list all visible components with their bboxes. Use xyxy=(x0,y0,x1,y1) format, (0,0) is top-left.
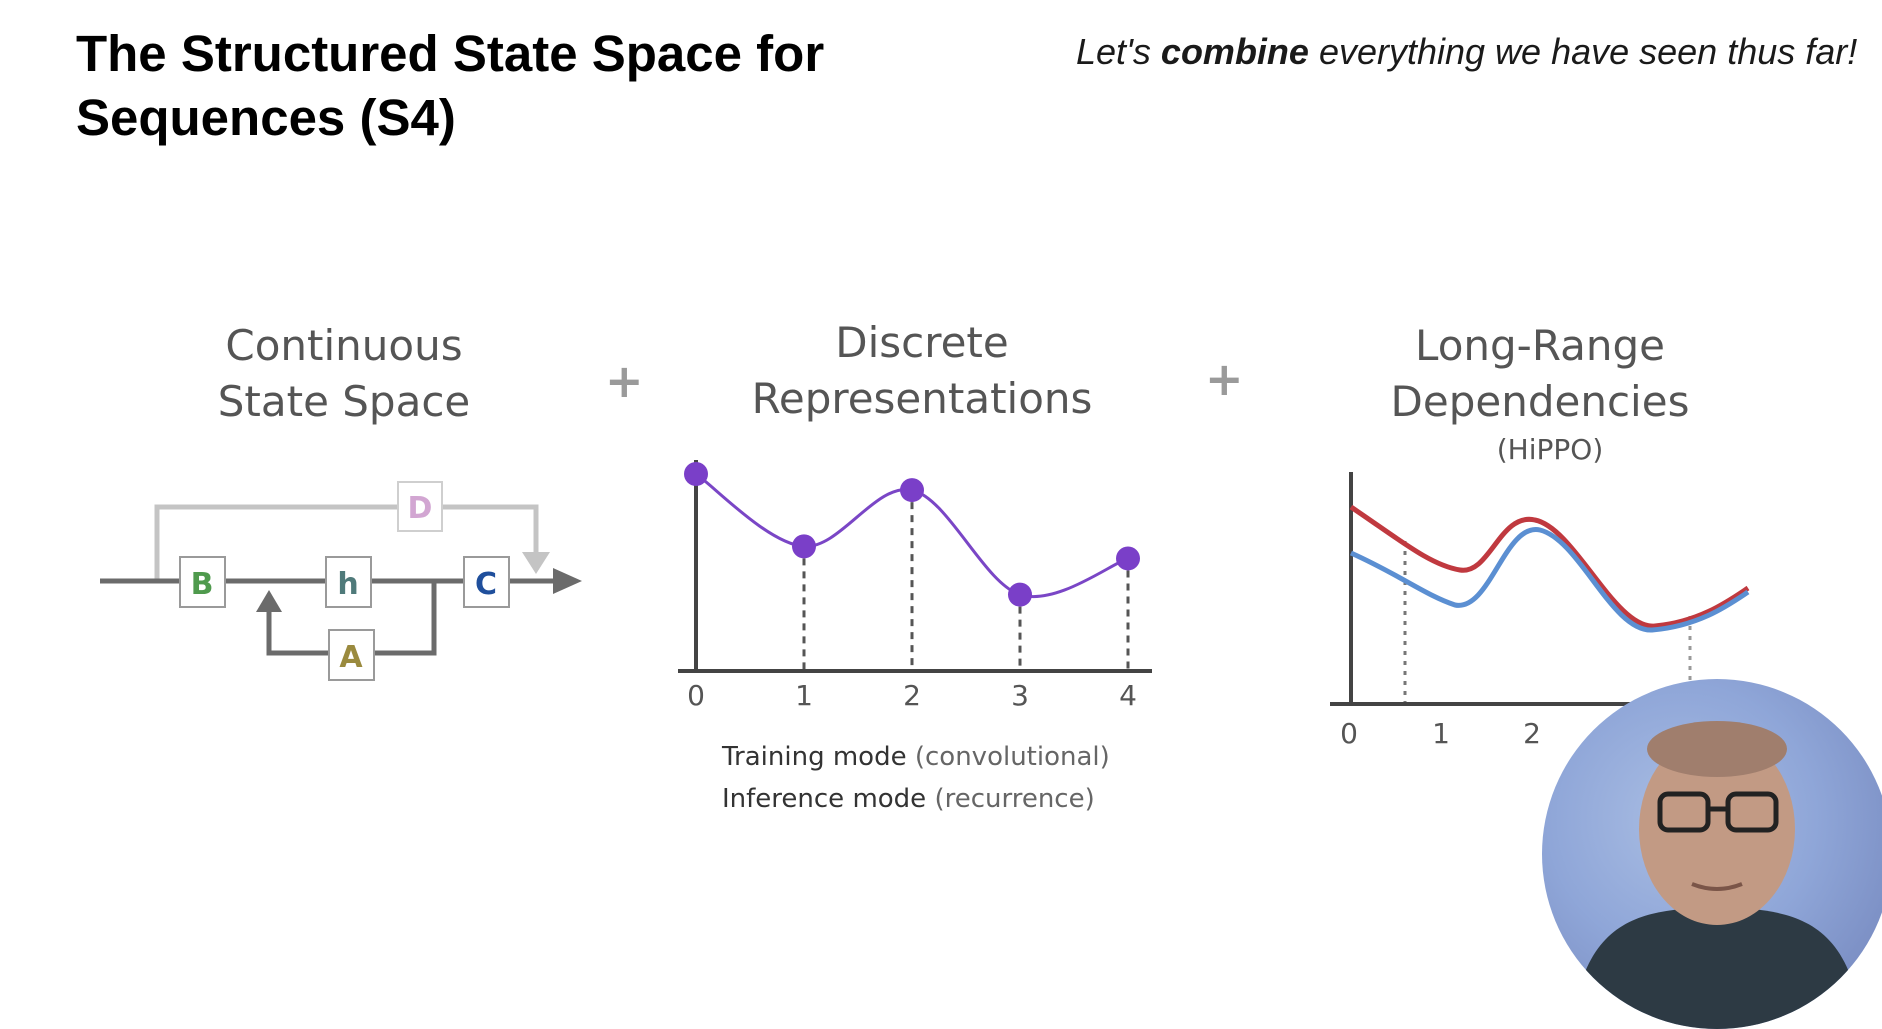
subtitle-emphasis: combine xyxy=(1160,31,1309,72)
training-mode-line: Training mode (convolutional) xyxy=(722,742,1110,772)
discrete-tick-label: 2 xyxy=(903,679,921,712)
discrete-data-point xyxy=(900,478,924,503)
block-c: C xyxy=(463,556,510,608)
plus-sign: + xyxy=(1205,352,1244,406)
block-a-label: A xyxy=(339,640,363,675)
heading-discrete-representations: Discrete Representations xyxy=(722,315,1122,427)
subtitle-suffix: everything we have seen thus far! xyxy=(1308,31,1858,72)
inference-mode-note: (recurrence) xyxy=(934,784,1095,814)
slide-title: The Structured State Space for Sequences… xyxy=(76,25,825,146)
block-d: D xyxy=(397,481,443,532)
discrete-data-point xyxy=(792,534,816,559)
a-feedback-arrow-head xyxy=(256,590,282,612)
heading-line: Continuous xyxy=(225,321,463,370)
training-mode-note: (convolutional) xyxy=(914,742,1110,772)
heading-continuous-state-space: Continuous State Space xyxy=(164,318,524,430)
heading-line: Discrete xyxy=(835,318,1009,367)
discrete-tick-label: 0 xyxy=(687,679,705,712)
slide-subtitle: Let's combine everything we have seen th… xyxy=(1076,28,1876,76)
block-b: B xyxy=(179,556,226,608)
presenter-webcam xyxy=(1542,679,1882,1029)
hippo-red-curve xyxy=(1349,504,1750,629)
discrete-tick-label: 4 xyxy=(1119,679,1137,712)
heading-line: State Space xyxy=(217,377,471,426)
block-h-label: h xyxy=(337,567,358,602)
block-h: h xyxy=(325,556,372,608)
block-d-label: D xyxy=(408,491,433,526)
inference-mode-line: Inference mode (recurrence) xyxy=(722,784,1095,814)
inference-mode-label: Inference mode xyxy=(722,784,927,814)
training-mode-label: Training mode xyxy=(722,742,907,772)
hippo-tag: (HiPPO) xyxy=(1496,433,1604,466)
block-b-label: B xyxy=(191,567,214,602)
discrete-data-point xyxy=(1116,546,1140,571)
presenter-avatar xyxy=(1572,721,1862,1029)
hippo-tick-label: 0 xyxy=(1340,717,1358,750)
plus-sign: + xyxy=(605,354,644,408)
discrete-tick-label: 3 xyxy=(1011,679,1029,712)
discrete-tick-label: 1 xyxy=(795,679,813,712)
hippo-tick-label: 2 xyxy=(1523,717,1541,750)
heading-line: Representations xyxy=(751,374,1093,423)
a-feedback-path xyxy=(266,581,437,656)
discrete-data-point xyxy=(684,462,708,487)
discrete-data-point xyxy=(1008,582,1032,607)
hippo-blue-curve xyxy=(1349,527,1750,633)
discrete-series-line xyxy=(695,472,1129,598)
d-arrow-head xyxy=(522,552,550,574)
subtitle-prefix: Let's xyxy=(1076,31,1161,72)
block-a: A xyxy=(328,629,375,681)
heading-line: Long-Range xyxy=(1415,321,1665,370)
heading-line: Dependencies xyxy=(1390,377,1690,426)
output-arrow-head xyxy=(553,568,582,594)
hippo-tick-label: 1 xyxy=(1432,717,1450,750)
heading-long-range-dependencies: Long-Range Dependencies xyxy=(1350,318,1730,430)
d-path xyxy=(154,504,539,581)
block-c-label: C xyxy=(475,567,497,602)
